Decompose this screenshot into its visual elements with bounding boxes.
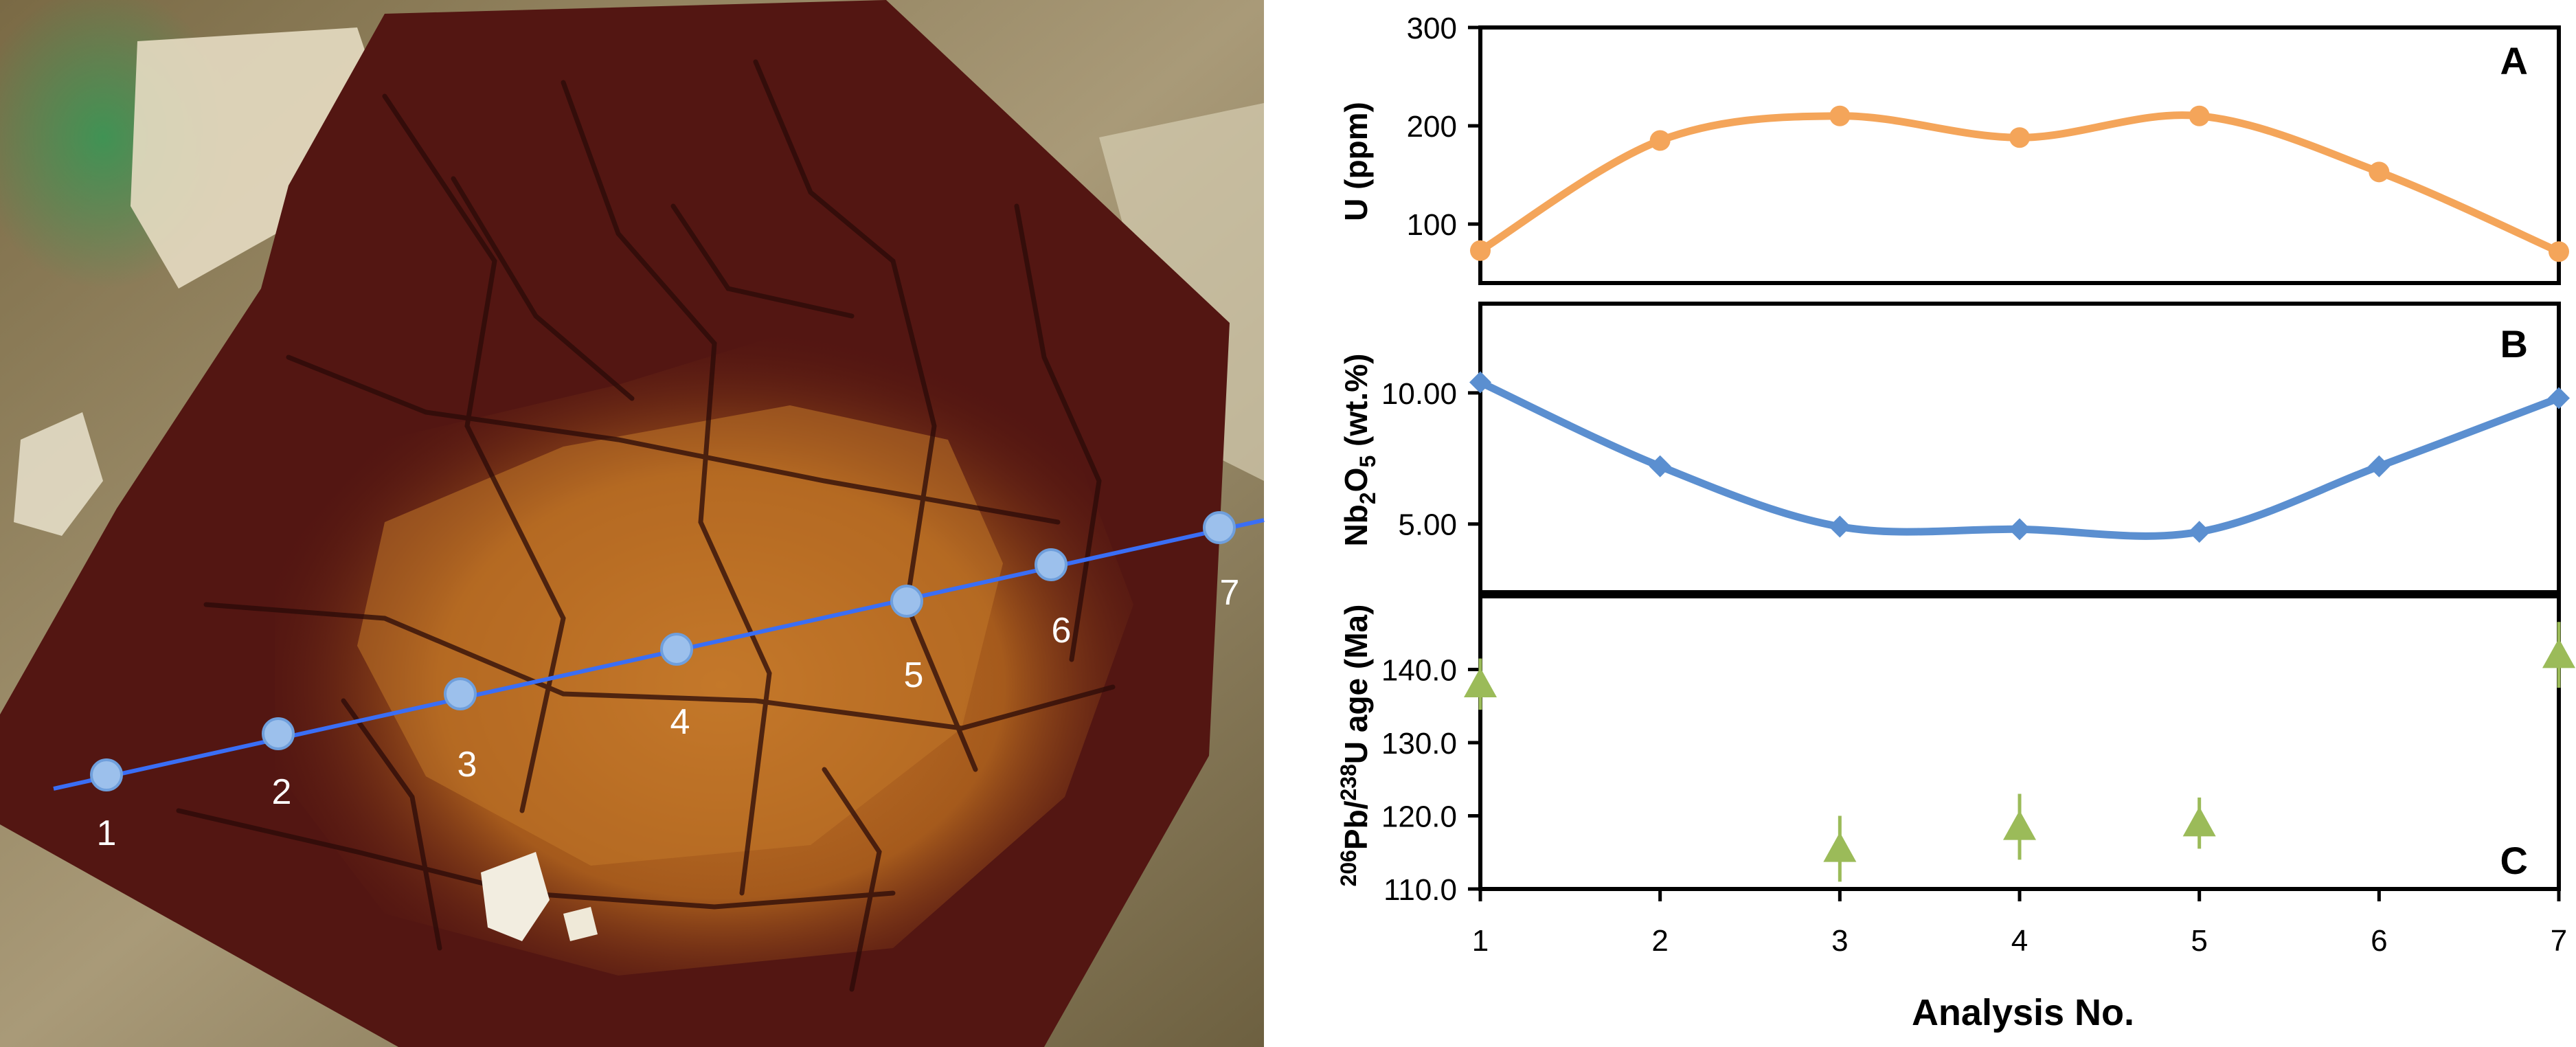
chart-stack: 100 200 300 5.00 10.00 110.0 120.0 130.0 140.0… [1336, 12, 2575, 1033]
panel-a-frame [1478, 25, 2561, 285]
pale-mineral-patch-left [14, 412, 103, 536]
crystal-fractures [176, 59, 1116, 992]
spot-number-label: 6 [1052, 611, 1072, 651]
analysis-spot [444, 677, 477, 710]
analysis-spot [1035, 548, 1067, 581]
spot-number-label: 5 [904, 655, 924, 695]
data-point-marker [2009, 518, 2031, 541]
analysis-spot [262, 717, 295, 750]
spot-number-label: 4 [670, 702, 690, 742]
y-tick-label: 110.0 [1383, 873, 1457, 907]
bright-inclusion-small [563, 907, 598, 941]
analysis-spot [660, 633, 693, 666]
spot-number-label: 3 [457, 745, 477, 785]
panel-b-ylabel: Nb2O5 (wt.%) [1338, 354, 1380, 547]
data-point-marker [1470, 240, 1491, 261]
data-point-marker [1649, 455, 1671, 477]
analysis-spot [90, 758, 123, 791]
panel-b-letter: B [2500, 322, 2528, 365]
y-tick-label: 300 [1407, 12, 1457, 45]
x-tick-label: 6 [2371, 924, 2387, 958]
data-point-marker [1829, 105, 1851, 126]
data-point-marker [1464, 667, 1497, 697]
y-tick-label: 100 [1407, 208, 1457, 242]
data-point-marker [2549, 241, 2569, 262]
data-point-marker [2542, 638, 2575, 668]
bright-inclusion [481, 852, 550, 941]
panel-a-letter: A [2500, 39, 2528, 82]
y-tick-label: 5.00 [1398, 508, 1457, 542]
y-tick-label: 130.0 [1381, 727, 1457, 761]
panel-c-ylabel: 206Pb/238U age (Ma) [1336, 605, 1374, 887]
analysis-spot [1203, 511, 1236, 544]
data-point-marker [2368, 455, 2391, 477]
x-tick-label: 1 [1472, 924, 1489, 958]
x-axis-title: Analysis No. [1912, 992, 2134, 1033]
x-tick-label: 2 [1651, 924, 1668, 958]
spot-number-label: 1 [97, 813, 117, 853]
spot-number-label: 7 [1220, 573, 1240, 613]
series-line [1476, 379, 2563, 540]
data-point-marker [1823, 832, 1857, 862]
x-tick-label: 5 [2191, 924, 2207, 958]
y-tick-label: 10.00 [1381, 377, 1457, 411]
y-tick-label: 200 [1407, 110, 1457, 144]
panel-a-ylabel: U (ppm) [1338, 102, 1374, 221]
panel-c-axis: 110.0 120.0 130.0 140.0 [1381, 654, 1480, 907]
spot-number-label: 2 [272, 772, 292, 812]
panel-b-axis: 5.00 10.00 [1381, 377, 1480, 542]
panel-c-letter: C [2500, 839, 2528, 882]
y-tick-label: 120.0 [1381, 800, 1457, 834]
shared-x-axis: 1 2 3 4 5 6 7 [1472, 889, 2567, 958]
data-point-marker [2009, 127, 2030, 148]
panel-a-plot [1470, 105, 2569, 262]
data-point-marker [2189, 105, 2210, 126]
data-point-marker [2003, 810, 2036, 840]
photomicrograph: 1 2 3 4 5 6 7 [0, 0, 1265, 1047]
analysis-spot [890, 585, 923, 618]
panel-b-plot [1469, 371, 2570, 543]
x-tick-label: 7 [2551, 924, 2567, 958]
data-point-marker [2548, 387, 2570, 409]
data-point-marker [2369, 161, 2390, 183]
data-point-marker [2182, 807, 2216, 837]
panel-a-axis: 100 200 300 [1407, 12, 1480, 242]
x-tick-label: 3 [1831, 924, 1848, 958]
panel-c-plot [1464, 622, 2575, 882]
pale-mineral-patch-top [131, 27, 385, 289]
data-point-marker [1829, 515, 1851, 538]
panel-b-frame [1478, 302, 2561, 594]
x-tick-label: 4 [2011, 924, 2028, 958]
data-point-marker [1649, 130, 1671, 151]
data-point-marker [2188, 521, 2211, 543]
data-point-marker [1469, 371, 1491, 394]
analysis-spots: 1 2 3 4 5 6 7 [90, 511, 1240, 853]
y-tick-label: 140.0 [1381, 654, 1457, 688]
